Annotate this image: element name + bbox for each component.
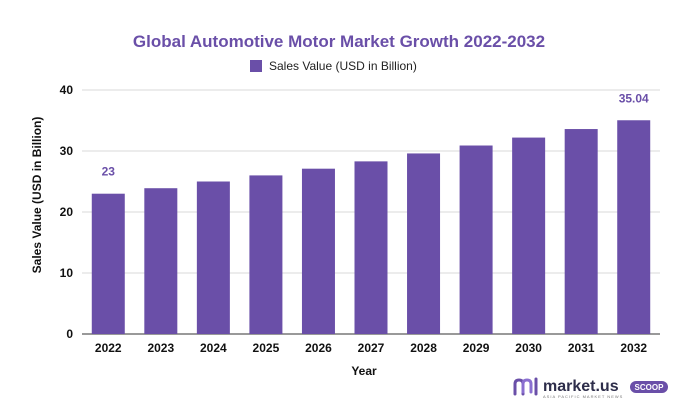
x-tick-label: 2029 <box>463 341 490 355</box>
x-tick-label: 2027 <box>358 341 385 355</box>
chart-title: Global Automotive Motor Market Growth 20… <box>133 32 545 51</box>
legend: Sales Value (USD in Billion) <box>250 59 417 73</box>
x-tick-label: 2025 <box>253 341 280 355</box>
x-tick-label: 2031 <box>568 341 595 355</box>
x-axis-label: Year <box>351 364 377 378</box>
x-tick-label: 2022 <box>95 341 122 355</box>
bar-2030 <box>512 137 546 334</box>
bar-2025 <box>249 175 283 334</box>
brand-tagline: ASIA PACIFIC MARKET NEWS <box>543 394 623 399</box>
legend-swatch <box>250 60 262 72</box>
scoop-badge-label: SCOOP <box>635 383 665 392</box>
y-axis-label: Sales Value (USD in Billion) <box>30 117 44 274</box>
y-axis-ticks: 0 10 20 30 40 <box>60 83 74 341</box>
bar-2023 <box>144 188 178 334</box>
bar-2031 <box>564 129 598 334</box>
data-labels: 23 35.04 <box>102 91 649 178</box>
bar-2024 <box>196 181 230 334</box>
market-us-logo: market.us ASIA PACIFIC MARKET NEWS SCOOP <box>513 377 668 399</box>
legend-label: Sales Value (USD in Billion) <box>269 59 417 73</box>
market-us-logo-icon <box>513 377 538 396</box>
x-tick-label: 2028 <box>410 341 437 355</box>
x-tick-label: 2024 <box>200 341 227 355</box>
bar-2028 <box>407 153 441 334</box>
y-tick-label: 20 <box>60 205 74 219</box>
brand-name: market.us <box>543 378 619 395</box>
x-tick-label: 2032 <box>620 341 647 355</box>
data-label-2022: 23 <box>102 165 116 179</box>
bars <box>91 120 651 334</box>
bar-2027 <box>354 161 388 334</box>
y-tick-label: 0 <box>66 327 73 341</box>
y-tick-label: 40 <box>60 83 74 97</box>
x-tick-label: 2026 <box>305 341 332 355</box>
scoop-badge <box>630 381 668 393</box>
bar-2032 <box>617 120 651 334</box>
bar-2029 <box>459 145 493 334</box>
x-tick-label: 2030 <box>515 341 542 355</box>
data-label-2032: 35.04 <box>619 91 649 105</box>
x-tick-label: 2023 <box>147 341 174 355</box>
y-tick-label: 30 <box>60 144 74 158</box>
x-axis-ticks: 2022 2023 2024 2025 2026 2027 2028 2029 2030 2031… <box>95 341 647 355</box>
bar-2026 <box>301 168 335 334</box>
y-tick-label: 10 <box>60 266 74 280</box>
bar-2022 <box>91 193 125 334</box>
